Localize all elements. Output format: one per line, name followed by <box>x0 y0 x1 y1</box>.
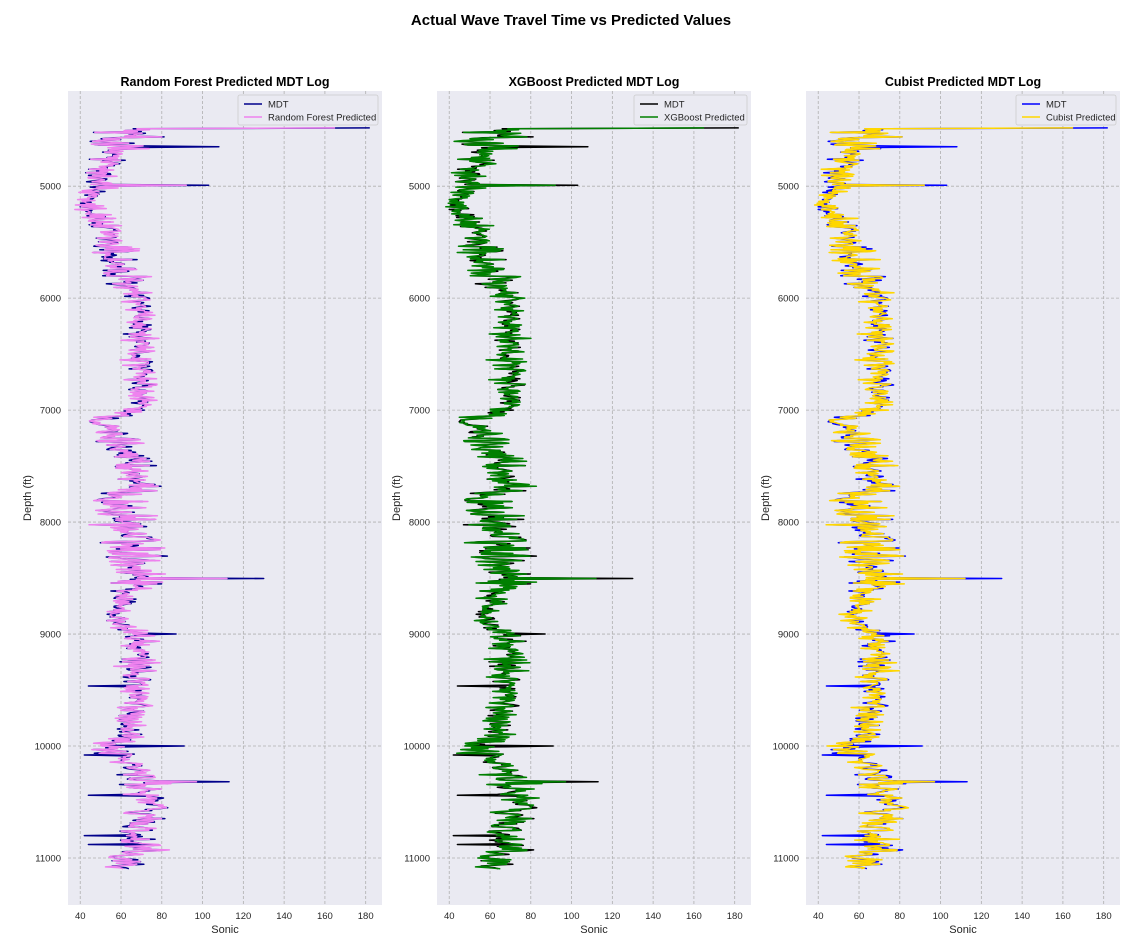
x-tick-label: 120 <box>235 911 251 922</box>
y-tick-label: 7000 <box>409 406 430 417</box>
panel-title: Random Forest Predicted MDT Log <box>120 75 329 89</box>
y-tick-label: 7000 <box>40 406 61 417</box>
x-tick-label: 160 <box>1055 911 1071 922</box>
legend-box <box>237 94 379 126</box>
y-tick-label: 6000 <box>409 294 430 305</box>
x-axis-label: Sonic <box>949 924 977 936</box>
y-tick-label: 11000 <box>35 853 61 864</box>
y-tick-label: 5000 <box>409 182 430 193</box>
x-tick-label: 140 <box>1014 911 1030 922</box>
series-line-predicted <box>445 127 705 870</box>
y-tick-label: 9000 <box>409 630 430 641</box>
legend-label: Random Forest Predicted <box>268 113 376 124</box>
y-tick-label: 10000 <box>35 742 61 753</box>
panel-2: 40 60 80 100 120 140 160 180 5000 6000 7000 8000 900… <box>391 75 751 936</box>
x-tick-label: 100 <box>933 911 949 922</box>
x-tick-label: 60 <box>485 911 496 922</box>
y-tick-label: 9000 <box>778 630 799 641</box>
x-axis-label: Sonic <box>211 924 239 936</box>
legend-label: Cubist Predicted <box>1046 113 1116 124</box>
x-tick-label: 80 <box>895 911 906 922</box>
x-tick-label: 100 <box>564 911 580 922</box>
x-tick-label: 60 <box>854 911 865 922</box>
panel-1: 40 60 80 100 120 140 160 180 5000 6000 7000 8000 900… <box>22 75 382 936</box>
x-tick-label: 40 <box>75 911 86 922</box>
panel-title: Cubist Predicted MDT Log <box>885 75 1041 89</box>
series-line-predicted <box>813 127 1074 870</box>
figure-title: Actual Wave Travel Time vs Predicted Val… <box>411 12 731 29</box>
legend-label: MDT <box>1046 100 1067 111</box>
x-tick-label: 80 <box>526 911 537 922</box>
x-tick-label: 60 <box>116 911 127 922</box>
x-tick-label: 180 <box>727 911 743 922</box>
x-axis-label: Sonic <box>580 924 608 936</box>
y-tick-label: 8000 <box>409 518 430 529</box>
legend-label: MDT <box>268 100 289 111</box>
y-tick-label: 6000 <box>40 294 61 305</box>
y-tick-label: 11000 <box>773 853 799 864</box>
y-axis-label: Depth (ft) <box>391 475 403 521</box>
x-tick-label: 180 <box>358 911 374 922</box>
series-line-predicted <box>74 127 336 870</box>
y-tick-label: 5000 <box>778 182 799 193</box>
y-axis-label: Depth (ft) <box>22 475 34 521</box>
panel-title: XGBoost Predicted MDT Log <box>509 75 680 89</box>
x-tick-label: 160 <box>317 911 333 922</box>
legend-box <box>1015 94 1117 126</box>
x-tick-label: 120 <box>973 911 989 922</box>
x-tick-label: 140 <box>276 911 292 922</box>
y-tick-label: 11000 <box>404 853 430 864</box>
plot-area <box>437 91 751 905</box>
x-tick-label: 180 <box>1096 911 1112 922</box>
legend-label: MDT <box>664 100 685 111</box>
legend: MDT Cubist Predicted <box>1015 94 1117 126</box>
x-tick-label: 100 <box>195 911 211 922</box>
y-tick-label: 5000 <box>40 182 61 193</box>
x-tick-label: 140 <box>645 911 661 922</box>
x-tick-label: 160 <box>686 911 702 922</box>
legend-box <box>633 94 748 126</box>
y-tick-label: 8000 <box>40 518 61 529</box>
y-axis-label: Depth (ft) <box>760 475 772 521</box>
legend: MDT Random Forest Predicted <box>237 94 379 126</box>
x-tick-label: 40 <box>444 911 455 922</box>
y-tick-label: 6000 <box>778 294 799 305</box>
x-tick-label: 120 <box>604 911 620 922</box>
x-tick-label: 40 <box>813 911 824 922</box>
legend: MDT XGBoost Predicted <box>633 94 748 126</box>
y-tick-label: 9000 <box>40 630 61 641</box>
legend-label: XGBoost Predicted <box>664 113 745 124</box>
panel-3: 40 60 80 100 120 140 160 180 5000 6000 7000 8000 900… <box>760 75 1120 936</box>
y-tick-label: 7000 <box>778 406 799 417</box>
y-tick-label: 8000 <box>778 518 799 529</box>
y-tick-label: 10000 <box>404 742 430 753</box>
y-tick-label: 10000 <box>773 742 799 753</box>
x-tick-label: 80 <box>157 911 168 922</box>
